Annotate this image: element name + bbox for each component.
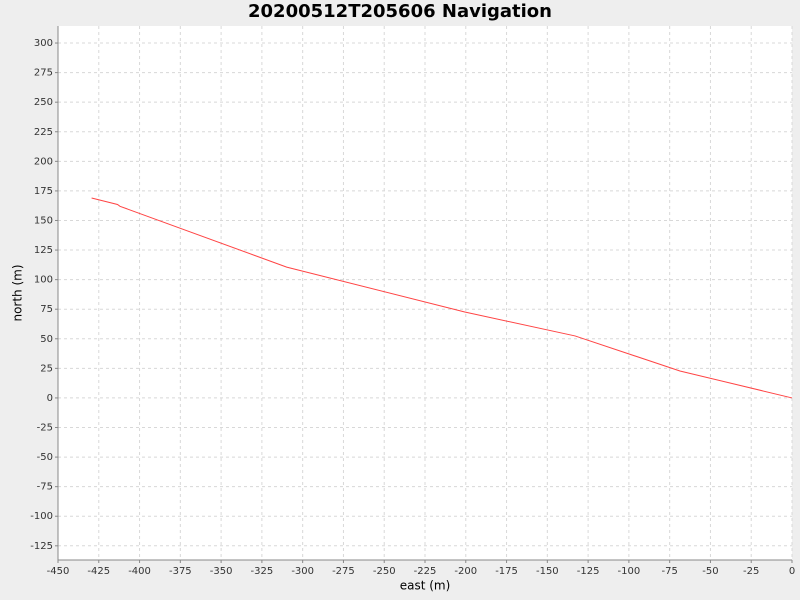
y-axis-label: north (m)	[11, 264, 25, 321]
y-tick-label: 150	[34, 215, 53, 226]
x-tick-label: -50	[702, 566, 718, 577]
y-tick-label: 275	[34, 68, 53, 79]
x-tick-label: -25	[743, 566, 759, 577]
y-tick-label: 175	[34, 186, 53, 197]
y-tick-label: -125	[30, 541, 53, 552]
x-tick-label: -200	[454, 566, 477, 577]
y-tick-label: 100	[34, 275, 53, 286]
x-tick-label: -225	[414, 566, 437, 577]
x-tick-label: -75	[661, 566, 677, 577]
x-tick-label: -350	[210, 566, 233, 577]
x-tick-label: -325	[251, 566, 274, 577]
x-tick-label: 0	[789, 566, 795, 577]
y-tick-label: 225	[34, 127, 53, 138]
y-tick-label: 0	[47, 393, 53, 404]
y-tick-label: -50	[37, 452, 53, 463]
x-tick-label: -400	[128, 566, 151, 577]
x-tick-label: -250	[373, 566, 396, 577]
y-tick-label: 25	[40, 363, 53, 374]
x-tick-label: -375	[169, 566, 192, 577]
x-tick-label: -100	[618, 566, 641, 577]
y-tick-label: 250	[34, 97, 53, 108]
y-tick-label: 200	[34, 156, 53, 167]
y-tick-label: -25	[37, 423, 53, 434]
x-tick-label: -450	[47, 566, 70, 577]
x-axis-label: east (m)	[400, 579, 451, 593]
x-tick-label: -275	[332, 566, 355, 577]
x-tick-label: -150	[536, 566, 559, 577]
x-tick-label: -175	[495, 566, 518, 577]
y-tick-label: -75	[37, 482, 53, 493]
data-line	[91, 197, 793, 399]
y-tick-label: 50	[40, 334, 53, 345]
x-tick-label: -125	[577, 566, 600, 577]
y-tick-label: 125	[34, 245, 53, 256]
x-tick-label: -300	[291, 566, 314, 577]
y-tick-label: 300	[34, 38, 53, 49]
y-tick-label: -100	[30, 511, 53, 522]
chart-title: 20200512T205606 Navigation	[248, 1, 552, 22]
y-tick-label: 75	[40, 304, 53, 315]
x-tick-label: -425	[87, 566, 110, 577]
